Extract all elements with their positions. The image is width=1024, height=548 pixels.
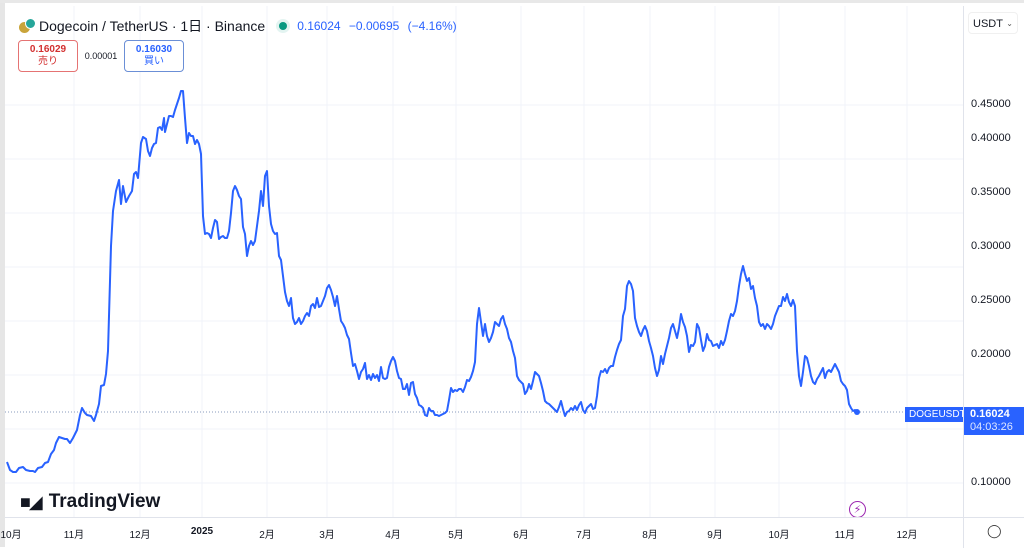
symbol-line-label: DOGEUSDT — [905, 407, 970, 422]
buy-price: 0.16030 — [135, 44, 173, 55]
time-tick: 7月 — [576, 530, 592, 541]
sell-price: 0.16029 — [29, 44, 67, 55]
time-tick: 2月 — [259, 530, 275, 541]
left-edge — [0, 3, 5, 547]
price-tick: 0.20000 — [971, 348, 1011, 360]
price-change: −0.00695 — [348, 19, 400, 33]
tradingview-logo-text: TradingView — [48, 491, 161, 512]
price-tick: 0.10000 — [971, 476, 1011, 488]
tradingview-logo[interactable]: ■◢ TradingView — [20, 491, 160, 513]
settings-gear-icon[interactable]: ◯ — [987, 523, 1002, 538]
price-tick: 0.45000 — [971, 98, 1011, 110]
axis-corner: ◯ — [963, 517, 1024, 548]
dogecoin-icon — [19, 18, 36, 34]
time-tick: 4月 — [385, 530, 401, 541]
symbol-header: Dogecoin / TetherUS · 1日 · Binance 0.160… — [19, 16, 462, 36]
time-tick: 3月 — [319, 530, 335, 541]
quote-values: 0.16024 −0.00695 (−4.16%) — [297, 19, 462, 33]
price-tick: 0.25000 — [971, 294, 1011, 306]
time-tick: 5月 — [448, 530, 464, 541]
time-tick: 11月 — [834, 530, 856, 541]
buy-sell-panel: 0.16029 売り 0.00001 0.16030 買い — [18, 40, 184, 72]
currency-selector[interactable]: USDT ⌄ — [968, 12, 1018, 34]
price-chart-svg — [5, 6, 963, 517]
time-tick: 8月 — [642, 530, 658, 541]
price-tick: 0.35000 — [971, 186, 1011, 198]
sell-button[interactable]: 0.16029 売り — [18, 40, 78, 72]
price-tick: 0.40000 — [971, 132, 1011, 144]
bar-countdown: 04:03:26 — [970, 421, 1013, 433]
symbol-title[interactable]: Dogecoin / TetherUS · 1日 · Binance — [39, 18, 266, 34]
last-price-label: 0.16024 04:03:26 — [964, 407, 1024, 435]
tradingview-logo-icon: ■◢ — [20, 491, 43, 512]
buy-button[interactable]: 0.16030 買い — [124, 40, 184, 72]
time-axis[interactable]: 10月 11月 12月 2025 2月 3月 4月 5月 6月 7月 8月 9月… — [0, 517, 963, 548]
price-axis[interactable]: USDT ⌄ 0.45000 0.40000 0.35000 0.30000 0… — [963, 6, 1024, 517]
last-price: 0.16024 — [297, 19, 341, 33]
time-tick: 6月 — [513, 530, 529, 541]
market-status-dot — [279, 22, 288, 30]
time-tick: 12月 — [896, 530, 918, 541]
time-tick: 10月 — [768, 530, 790, 541]
price-tick: 0.30000 — [971, 240, 1011, 252]
time-tick: 2025 — [190, 526, 214, 537]
currency-label: USDT — [973, 18, 1003, 30]
last-price-value: 0.16024 — [970, 408, 1010, 420]
time-tick: 12月 — [129, 530, 151, 541]
chevron-down-icon: ⌄ — [1006, 19, 1013, 28]
buy-label: 買い — [144, 56, 164, 67]
price-change-pct: (−4.16%) — [407, 19, 457, 33]
time-tick: 11月 — [63, 530, 85, 541]
time-tick: 9月 — [707, 530, 723, 541]
lightning-event-icon[interactable]: ⚡ — [849, 501, 866, 518]
chart-plot-area[interactable]: Dogecoin / TetherUS · 1日 · Binance 0.160… — [5, 6, 970, 518]
last-point-marker — [854, 409, 860, 415]
grid-lines — [5, 6, 963, 517]
time-tick: 10月 — [0, 530, 22, 541]
price-line — [6, 90, 858, 473]
sell-label: 売り — [38, 56, 58, 67]
spread-value: 0.00001 — [84, 51, 118, 61]
